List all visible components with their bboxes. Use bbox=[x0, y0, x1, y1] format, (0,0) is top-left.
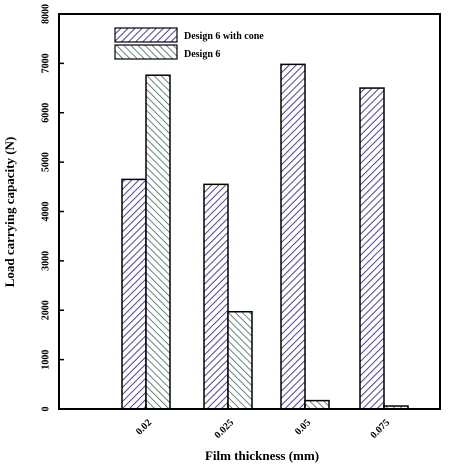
bar-design-6-with-cone-0.075 bbox=[359, 87, 385, 410]
y-tick-label-3000: 3000 bbox=[40, 251, 51, 271]
legend-swatch-design-6-with-cone bbox=[114, 27, 178, 43]
y-tick-label-0: 0 bbox=[40, 407, 51, 412]
bar-design-6-with-cone-0.05 bbox=[280, 63, 306, 410]
x-tick-label-0.075: 0.075 bbox=[368, 417, 392, 441]
bar-design-6-0.025 bbox=[227, 310, 253, 410]
y-tick-label-4000: 4000 bbox=[40, 202, 51, 222]
y-tick-label-5000: 5000 bbox=[40, 152, 51, 172]
y-tick-label-7000: 7000 bbox=[40, 53, 51, 73]
bar-design-6-with-cone-0.02 bbox=[121, 178, 147, 410]
legend-swatch-design-6 bbox=[114, 44, 178, 60]
y-tick-label-1000: 1000 bbox=[40, 350, 51, 370]
bars-layer bbox=[121, 63, 409, 410]
y-axis-title: Load carrying capacity (N) bbox=[2, 137, 17, 288]
y-tick-label-2000: 2000 bbox=[40, 300, 51, 320]
y-tick-label-6000: 6000 bbox=[40, 103, 51, 123]
x-tick-label-0.02: 0.02 bbox=[134, 417, 154, 437]
x-axis-title: Film thickness (mm) bbox=[205, 448, 319, 463]
y-tick-label-8000: 8000 bbox=[40, 4, 51, 24]
bar-design-6-with-cone-0.025 bbox=[203, 183, 229, 410]
legend-label-design-6-with-cone: Design 6 with cone bbox=[184, 31, 264, 42]
x-tick-label-0.025: 0.025 bbox=[212, 417, 236, 441]
y-axis-ticks: 0 1000 2000 3000 4000 5000 6000 7000 8000 bbox=[40, 4, 64, 412]
x-tick-label-0.05: 0.05 bbox=[293, 417, 313, 437]
legend: Design 6 with cone Design 6 bbox=[114, 27, 264, 60]
bar-design-6-0.05 bbox=[304, 399, 330, 410]
legend-label-design-6: Design 6 bbox=[184, 49, 220, 60]
bar-design-6-0.02 bbox=[145, 74, 171, 410]
plot-frame bbox=[58, 13, 441, 410]
